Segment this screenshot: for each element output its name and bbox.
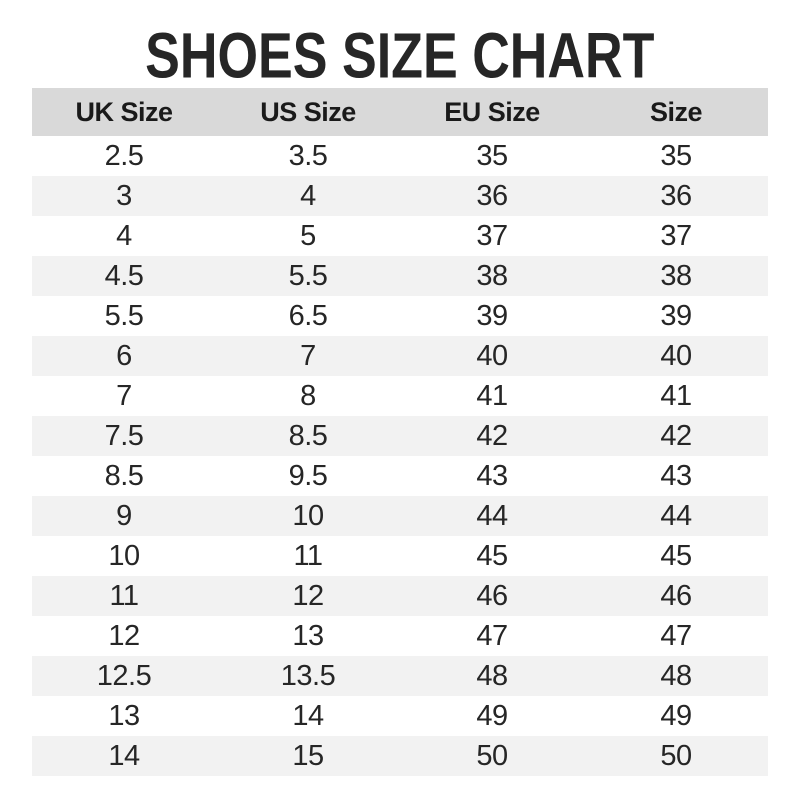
column-header-size: Size [584,88,768,136]
size-cell: 6.5 [288,299,328,332]
size-cell: 37 [476,219,508,252]
table-row: 2.5 3.5 35 35 [32,136,768,176]
size-cell: 35 [660,139,692,172]
table-row: 14 15 50 50 [32,736,768,776]
size-cell: 8.5 [288,419,328,452]
table-row: 7.5 8.5 42 42 [32,416,768,456]
column-header-us-size: US Size [216,88,400,136]
size-cell: 3.5 [288,139,328,172]
size-cell: 47 [660,619,692,652]
size-cell: 10 [108,539,140,572]
table-row: 8.5 9.5 43 43 [32,456,768,496]
size-cell: 44 [660,499,692,532]
size-cell: 8.5 [104,459,144,492]
table-row: 12 13 47 47 [32,616,768,656]
size-cell: 45 [660,539,692,572]
size-cell: 40 [660,339,692,372]
size-cell: 42 [476,419,508,452]
size-cell: 43 [476,459,508,492]
size-cell: 5.5 [104,299,144,332]
size-cell: 14 [292,699,324,732]
size-cell: 4 [300,179,316,212]
table-row: 12.5 13.5 48 48 [32,656,768,696]
size-cell: 44 [476,499,508,532]
size-cell: 12 [292,579,324,612]
table-row: 9 10 44 44 [32,496,768,536]
size-cell: 9 [116,499,132,532]
size-cell: 48 [476,659,508,692]
size-cell: 41 [660,379,692,412]
size-cell: 4 [116,219,132,252]
size-cell: 38 [476,259,508,292]
table-head: UK Size US Size EU Size Size [32,88,768,136]
size-cell: 3 [116,179,132,212]
size-cell: 36 [476,179,508,212]
size-cell: 46 [660,579,692,612]
column-header-uk-size: UK Size [32,88,216,136]
size-cell: 47 [476,619,508,652]
size-cell: 48 [660,659,692,692]
page-title: SHOES SIZE CHART [145,19,655,91]
size-cell: 2.5 [104,139,144,172]
size-cell: 6 [116,339,132,372]
size-cell: 50 [476,739,508,772]
table-row: 7 8 41 41 [32,376,768,416]
size-cell: 4.5 [104,259,144,292]
size-cell: 11 [293,539,323,572]
size-cell: 12.5 [96,659,152,692]
size-cell: 37 [660,219,692,252]
size-cell: 13.5 [280,659,336,692]
size-cell: 5.5 [288,259,328,292]
size-cell: 41 [476,379,508,412]
size-cell: 50 [660,739,692,772]
table-row: 13 14 49 49 [32,696,768,736]
table-row: 5.5 6.5 39 39 [32,296,768,336]
size-cell: 13 [292,619,324,652]
size-cell: 35 [476,139,508,172]
table-row: 4.5 5.5 38 38 [32,256,768,296]
column-header-eu-size: EU Size [400,88,584,136]
table-body: 2.5 3.5 35 35 3 4 36 36 4 5 37 37 4.5 5.5 38 38 5.5 6.5 39… [32,136,768,776]
table-row: 4 5 37 37 [32,216,768,256]
size-cell: 43 [660,459,692,492]
shoe-size-chart-table: UK Size US Size EU Size Size 2.5 3.5 35 35 3 4 36… [32,88,768,776]
size-cell: 39 [476,299,508,332]
table-row: 3 4 36 36 [32,176,768,216]
size-cell: 38 [660,259,692,292]
size-cell: 10 [292,499,324,532]
size-cell: 13 [108,699,140,732]
size-cell: 7.5 [104,419,144,452]
size-cell: 49 [660,699,692,732]
size-cell: 9.5 [288,459,328,492]
size-cell: 42 [660,419,692,452]
table-row: 6 7 40 40 [32,336,768,376]
header-row: UK Size US Size EU Size Size [32,88,768,136]
table-row: 10 11 45 45 [32,536,768,576]
title-container: SHOES SIZE CHART [0,0,800,91]
size-cell: 40 [476,339,508,372]
size-cell: 39 [660,299,692,332]
size-cell: 45 [476,539,508,572]
size-cell: 5 [300,219,316,252]
size-cell: 14 [108,739,140,772]
size-cell: 49 [476,699,508,732]
size-cell: 7 [300,339,316,372]
size-cell: 11 [109,579,139,612]
size-cell: 7 [116,379,132,412]
size-cell: 8 [300,379,316,412]
size-cell: 36 [660,179,692,212]
size-cell: 46 [476,579,508,612]
size-cell: 15 [292,739,324,772]
table-row: 11 12 46 46 [32,576,768,616]
size-cell: 12 [108,619,140,652]
